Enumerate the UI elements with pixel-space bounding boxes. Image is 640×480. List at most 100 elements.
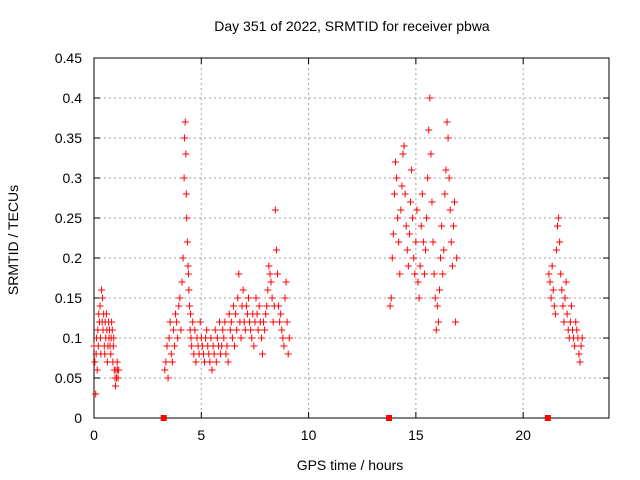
data-point <box>567 302 575 310</box>
data-point <box>210 350 218 358</box>
data-point <box>571 342 579 350</box>
data-point <box>252 294 260 302</box>
data-point <box>253 310 261 318</box>
data-point <box>224 358 232 366</box>
data-point <box>559 302 567 310</box>
data-points <box>90 94 586 398</box>
data-point <box>280 342 288 350</box>
data-point <box>423 214 431 222</box>
data-point <box>557 270 565 278</box>
data-point <box>403 246 411 254</box>
data-point <box>556 238 564 246</box>
x-tick-labels: 0 5 10 15 20 <box>90 427 531 443</box>
y-tick-label: 0.2 <box>63 250 83 266</box>
data-point <box>422 246 430 254</box>
data-point <box>237 334 245 342</box>
data-point <box>427 150 435 158</box>
data-point <box>437 254 445 262</box>
data-point <box>228 334 236 342</box>
data-point <box>255 302 263 310</box>
data-point <box>235 270 243 278</box>
data-point <box>442 166 450 174</box>
x-tick-label: 20 <box>515 427 531 443</box>
data-point <box>272 246 280 254</box>
data-point <box>177 326 185 334</box>
data-point <box>389 230 397 238</box>
data-point <box>563 310 571 318</box>
data-point <box>181 118 189 126</box>
data-point <box>233 326 241 334</box>
baseline-marker <box>386 415 393 421</box>
data-point <box>220 334 228 342</box>
y-tick-label: 0.05 <box>55 370 82 386</box>
data-point <box>185 302 193 310</box>
x-axis-label: GPS time / hours <box>297 457 404 473</box>
y-tick-label: 0.1 <box>63 330 83 346</box>
data-point <box>418 190 426 198</box>
data-point <box>555 214 563 222</box>
y-tick-label: 0.25 <box>55 210 82 226</box>
data-point <box>447 238 455 246</box>
x-tick-label: 15 <box>408 427 424 443</box>
y-tick-label: 0.45 <box>55 50 82 66</box>
y-tick-label: 0.3 <box>63 170 83 186</box>
data-point <box>232 310 240 318</box>
data-point <box>451 198 458 206</box>
data-point <box>175 302 183 310</box>
data-point <box>558 286 566 294</box>
data-point <box>170 342 178 350</box>
data-point <box>401 190 409 198</box>
data-point <box>101 350 109 358</box>
data-point <box>248 334 256 342</box>
chart-title: Day 351 of 2022, SRMTID for receiver pbw… <box>214 18 490 34</box>
data-point <box>239 286 247 294</box>
y-axis-label: SRMTID / TECUs <box>5 185 21 295</box>
data-point <box>182 190 190 198</box>
data-point <box>547 294 555 302</box>
data-point <box>109 342 117 350</box>
data-point <box>167 350 175 358</box>
data-point <box>183 214 191 222</box>
data-point <box>96 302 104 310</box>
data-point <box>387 294 395 302</box>
y-tick-labels: 0 0.05 0.1 0.15 0.2 0.25 0.3 0.35 0.4 0.45 <box>55 50 82 426</box>
data-point <box>551 310 559 318</box>
data-point <box>397 206 405 214</box>
data-point <box>162 358 170 366</box>
data-point <box>174 334 182 342</box>
data-point <box>448 262 456 270</box>
data-point <box>258 350 266 358</box>
data-point <box>428 198 436 206</box>
data-point <box>394 214 402 222</box>
data-point <box>163 342 171 350</box>
data-point <box>226 326 234 334</box>
x-tick-label: 5 <box>197 427 205 443</box>
data-point <box>184 262 192 270</box>
data-point <box>576 358 584 366</box>
data-point <box>386 302 394 310</box>
data-point <box>445 174 453 182</box>
data-point <box>110 334 118 342</box>
data-point <box>432 326 440 334</box>
data-point <box>166 318 174 326</box>
y-tick-label: 0.35 <box>55 130 82 146</box>
data-point <box>552 246 560 254</box>
data-point <box>254 326 262 334</box>
data-point <box>267 278 275 286</box>
data-point <box>102 310 110 318</box>
data-point <box>545 270 553 278</box>
grid <box>94 58 609 418</box>
data-point <box>99 294 107 302</box>
y-tick-label: 0.15 <box>55 290 82 306</box>
data-point <box>434 318 442 326</box>
data-point <box>399 150 407 158</box>
data-point <box>388 254 396 262</box>
data-point <box>93 366 101 374</box>
data-point <box>203 326 211 334</box>
data-point <box>184 270 192 278</box>
data-point <box>266 270 274 278</box>
data-point <box>261 326 269 334</box>
data-point <box>176 294 184 302</box>
data-point <box>196 318 204 326</box>
data-point <box>400 142 408 150</box>
